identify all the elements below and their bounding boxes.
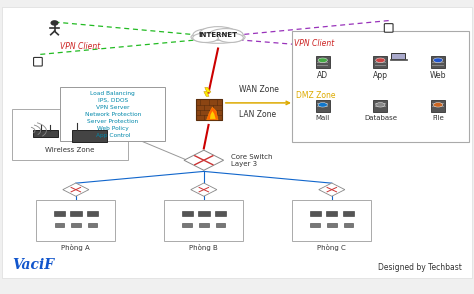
FancyBboxPatch shape (431, 56, 445, 68)
Text: WAN Zone: WAN Zone (239, 85, 279, 94)
Text: LAN Zone: LAN Zone (239, 110, 276, 119)
Text: Mail: Mail (316, 115, 330, 121)
Ellipse shape (218, 33, 243, 42)
FancyBboxPatch shape (292, 31, 469, 142)
FancyBboxPatch shape (390, 59, 407, 60)
FancyBboxPatch shape (55, 223, 64, 227)
FancyBboxPatch shape (344, 223, 353, 227)
FancyBboxPatch shape (373, 56, 387, 68)
Polygon shape (63, 183, 89, 196)
Text: INTERNET: INTERNET (199, 32, 237, 38)
FancyBboxPatch shape (164, 200, 243, 241)
FancyBboxPatch shape (310, 223, 320, 227)
FancyBboxPatch shape (71, 223, 81, 227)
FancyBboxPatch shape (216, 223, 225, 227)
FancyBboxPatch shape (391, 53, 405, 59)
Ellipse shape (318, 58, 328, 63)
FancyBboxPatch shape (374, 65, 386, 66)
Text: File: File (432, 115, 444, 121)
FancyBboxPatch shape (432, 62, 444, 63)
Text: Load Balancing
IPS, DDOS
VPN Server
Network Protection
Server Protection
Web Pol: Load Balancing IPS, DDOS VPN Server Netw… (85, 91, 141, 138)
FancyBboxPatch shape (199, 223, 209, 227)
Text: Wireless Zone: Wireless Zone (45, 148, 95, 153)
Polygon shape (191, 183, 217, 196)
FancyBboxPatch shape (12, 109, 128, 160)
FancyBboxPatch shape (195, 99, 221, 121)
FancyBboxPatch shape (326, 211, 337, 216)
Text: DMZ Zone: DMZ Zone (296, 91, 336, 100)
Text: Core Switch
Layer 3: Core Switch Layer 3 (231, 154, 273, 167)
Polygon shape (184, 150, 224, 170)
FancyBboxPatch shape (70, 211, 82, 216)
Ellipse shape (193, 33, 219, 42)
FancyBboxPatch shape (343, 211, 354, 216)
FancyBboxPatch shape (198, 211, 210, 216)
Polygon shape (319, 183, 345, 196)
FancyBboxPatch shape (317, 106, 328, 107)
Polygon shape (207, 107, 218, 120)
Ellipse shape (433, 103, 443, 107)
Ellipse shape (318, 103, 328, 107)
FancyBboxPatch shape (317, 62, 328, 63)
FancyBboxPatch shape (317, 103, 328, 104)
FancyBboxPatch shape (384, 24, 393, 32)
FancyBboxPatch shape (327, 223, 337, 227)
FancyBboxPatch shape (316, 56, 330, 68)
Polygon shape (204, 88, 211, 96)
FancyBboxPatch shape (374, 62, 386, 63)
Text: AD: AD (317, 71, 328, 80)
FancyBboxPatch shape (432, 106, 444, 107)
FancyBboxPatch shape (374, 103, 386, 104)
FancyBboxPatch shape (88, 223, 97, 227)
Text: Phòng C: Phòng C (318, 244, 346, 251)
Polygon shape (210, 111, 216, 119)
FancyBboxPatch shape (72, 130, 107, 142)
Text: VaciF: VaciF (12, 258, 54, 272)
FancyBboxPatch shape (182, 223, 192, 227)
Ellipse shape (376, 58, 385, 63)
Ellipse shape (193, 29, 227, 41)
FancyBboxPatch shape (33, 130, 58, 137)
FancyBboxPatch shape (432, 103, 444, 104)
FancyBboxPatch shape (432, 65, 444, 66)
Text: Designed by Techbast: Designed by Techbast (378, 263, 462, 272)
Text: VPN Client: VPN Client (61, 41, 100, 51)
Ellipse shape (200, 27, 237, 40)
FancyBboxPatch shape (54, 211, 65, 216)
FancyBboxPatch shape (292, 200, 371, 241)
Text: VPN Client: VPN Client (294, 39, 334, 48)
Ellipse shape (433, 58, 443, 63)
FancyBboxPatch shape (2, 7, 472, 278)
FancyBboxPatch shape (316, 101, 330, 112)
FancyBboxPatch shape (182, 211, 193, 216)
Text: App: App (373, 71, 388, 80)
Ellipse shape (376, 103, 385, 107)
FancyBboxPatch shape (373, 101, 387, 112)
FancyBboxPatch shape (60, 87, 165, 141)
FancyBboxPatch shape (431, 101, 445, 112)
FancyBboxPatch shape (34, 57, 42, 66)
FancyBboxPatch shape (87, 211, 98, 216)
Ellipse shape (209, 29, 243, 41)
Text: Phòng B: Phòng B (190, 244, 218, 251)
FancyBboxPatch shape (310, 211, 321, 216)
Ellipse shape (191, 31, 245, 43)
FancyBboxPatch shape (317, 65, 328, 66)
FancyBboxPatch shape (374, 106, 386, 107)
Text: Phòng A: Phòng A (62, 244, 90, 251)
Text: Web: Web (430, 71, 447, 80)
FancyBboxPatch shape (36, 200, 115, 241)
Text: Database: Database (364, 115, 397, 121)
Ellipse shape (51, 21, 58, 25)
FancyBboxPatch shape (215, 211, 226, 216)
